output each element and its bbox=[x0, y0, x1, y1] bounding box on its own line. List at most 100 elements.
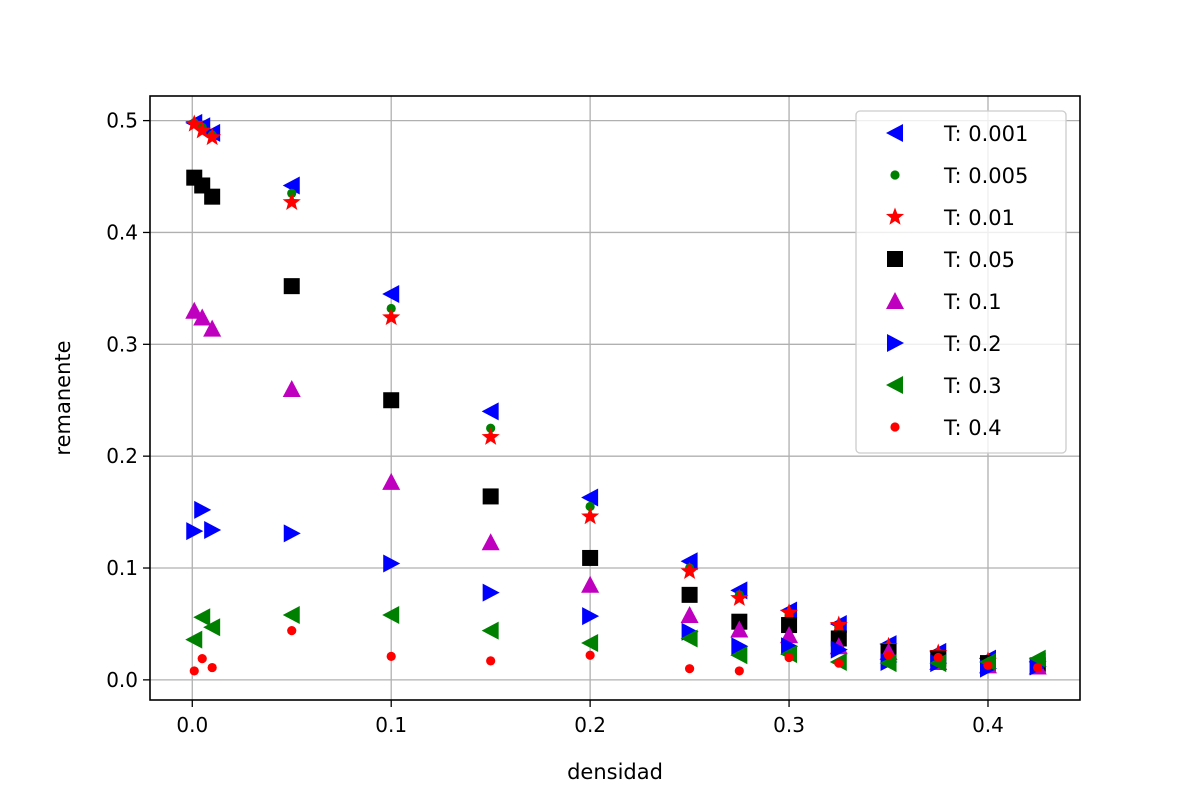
data-point bbox=[207, 662, 217, 673]
data-point bbox=[581, 507, 600, 525]
data-point bbox=[193, 608, 211, 627]
legend-item: T: 0.3 bbox=[886, 374, 1002, 398]
x-axis-label: densidad bbox=[567, 760, 663, 784]
data-point bbox=[680, 629, 698, 648]
data-point bbox=[1028, 649, 1046, 668]
data-point bbox=[185, 630, 203, 649]
data-point bbox=[283, 278, 300, 295]
data-point bbox=[486, 656, 496, 666]
data-point bbox=[193, 308, 212, 326]
x-tick-label: 0.4 bbox=[972, 713, 1004, 737]
data-point bbox=[282, 192, 301, 210]
legend-label: T: 0.001 bbox=[943, 122, 1028, 146]
plot-frame bbox=[149, 95, 1081, 701]
legend-item: T: 0.4 bbox=[890, 416, 1002, 440]
data-point bbox=[734, 666, 744, 676]
data-point bbox=[185, 301, 204, 319]
y-tick-label: 0.3 bbox=[106, 332, 138, 356]
legend-item: T: 0.005 bbox=[890, 164, 1028, 188]
x-tick-label: 0.3 bbox=[773, 713, 805, 737]
data-point bbox=[780, 603, 799, 621]
data-point bbox=[382, 605, 400, 624]
data-point bbox=[382, 472, 401, 490]
data-point bbox=[386, 651, 396, 661]
legend-label: T: 0.2 bbox=[943, 332, 1002, 356]
data-point bbox=[581, 575, 600, 593]
data-points bbox=[185, 113, 1047, 678]
data-point bbox=[781, 637, 799, 656]
x-tick-label: 0.2 bbox=[574, 713, 606, 737]
data-point bbox=[383, 554, 401, 573]
y-axis-label: remanente bbox=[51, 340, 75, 455]
data-point bbox=[784, 652, 794, 663]
data-point bbox=[684, 664, 695, 674]
data-point bbox=[879, 654, 897, 673]
data-point bbox=[829, 615, 848, 633]
data-point bbox=[193, 121, 212, 139]
legend-label: T: 0.05 bbox=[943, 248, 1015, 272]
data-point bbox=[481, 427, 500, 445]
data-point bbox=[681, 586, 698, 603]
data-point bbox=[283, 524, 301, 543]
data-point bbox=[582, 607, 600, 626]
data-point bbox=[282, 176, 300, 195]
legend-marker bbox=[886, 376, 903, 394]
legend-label: T: 0.01 bbox=[943, 206, 1015, 230]
data-point bbox=[780, 626, 799, 644]
data-point bbox=[731, 637, 749, 656]
data-point bbox=[730, 646, 748, 665]
legend-label: T: 0.1 bbox=[943, 290, 1002, 314]
legend-marker bbox=[886, 292, 904, 309]
legend-marker bbox=[886, 124, 903, 142]
y-axis-ticks: 0.0 0.1 0.2 0.3 0.4 0.5 bbox=[106, 109, 150, 692]
y-tick-label: 0.1 bbox=[106, 556, 138, 580]
data-point bbox=[581, 633, 599, 652]
x-tick-label: 0.1 bbox=[375, 713, 407, 737]
data-point bbox=[933, 652, 943, 663]
data-point bbox=[203, 618, 221, 637]
data-point bbox=[481, 533, 500, 551]
legend-label: T: 0.3 bbox=[943, 374, 1002, 398]
y-tick-label: 0.5 bbox=[106, 109, 138, 133]
y-tick-label: 0.2 bbox=[106, 444, 138, 468]
legend-marker bbox=[885, 207, 905, 225]
data-point bbox=[730, 620, 749, 638]
legend-marker bbox=[890, 170, 900, 180]
series-7 bbox=[189, 626, 1043, 676]
data-point bbox=[194, 500, 212, 519]
data-point bbox=[481, 621, 499, 640]
legend-marker bbox=[887, 251, 903, 267]
data-point bbox=[581, 488, 599, 507]
legend-item: T: 0.01 bbox=[885, 206, 1015, 230]
data-point bbox=[203, 127, 222, 146]
legend-label: T: 0.005 bbox=[943, 164, 1028, 188]
data-point bbox=[680, 605, 699, 623]
x-axis-ticks: 0.0 0.1 0.2 0.3 0.4 bbox=[176, 700, 1004, 737]
legend-frame bbox=[855, 110, 1067, 454]
data-point bbox=[482, 488, 499, 505]
data-point bbox=[585, 501, 595, 512]
data-point bbox=[203, 319, 222, 337]
data-point bbox=[781, 617, 798, 634]
data-point bbox=[186, 522, 204, 541]
legend-item: T: 0.1 bbox=[886, 290, 1002, 314]
y-tick-label: 0.4 bbox=[106, 220, 138, 244]
data-point bbox=[830, 640, 848, 659]
data-point bbox=[883, 650, 894, 660]
data-point bbox=[185, 114, 204, 132]
data-point bbox=[282, 380, 301, 398]
data-point bbox=[287, 626, 297, 636]
series-5 bbox=[186, 500, 1047, 678]
legend-item: T: 0.2 bbox=[887, 332, 1002, 356]
data-point bbox=[983, 660, 993, 670]
data-point bbox=[834, 658, 844, 668]
data-point bbox=[197, 654, 207, 664]
legend-item: T: 0.05 bbox=[887, 248, 1015, 272]
data-point bbox=[585, 650, 595, 660]
data-point bbox=[481, 402, 499, 421]
data-point bbox=[189, 666, 199, 676]
data-point bbox=[382, 284, 400, 303]
data-point bbox=[1033, 662, 1043, 673]
legend-marker bbox=[887, 334, 904, 352]
